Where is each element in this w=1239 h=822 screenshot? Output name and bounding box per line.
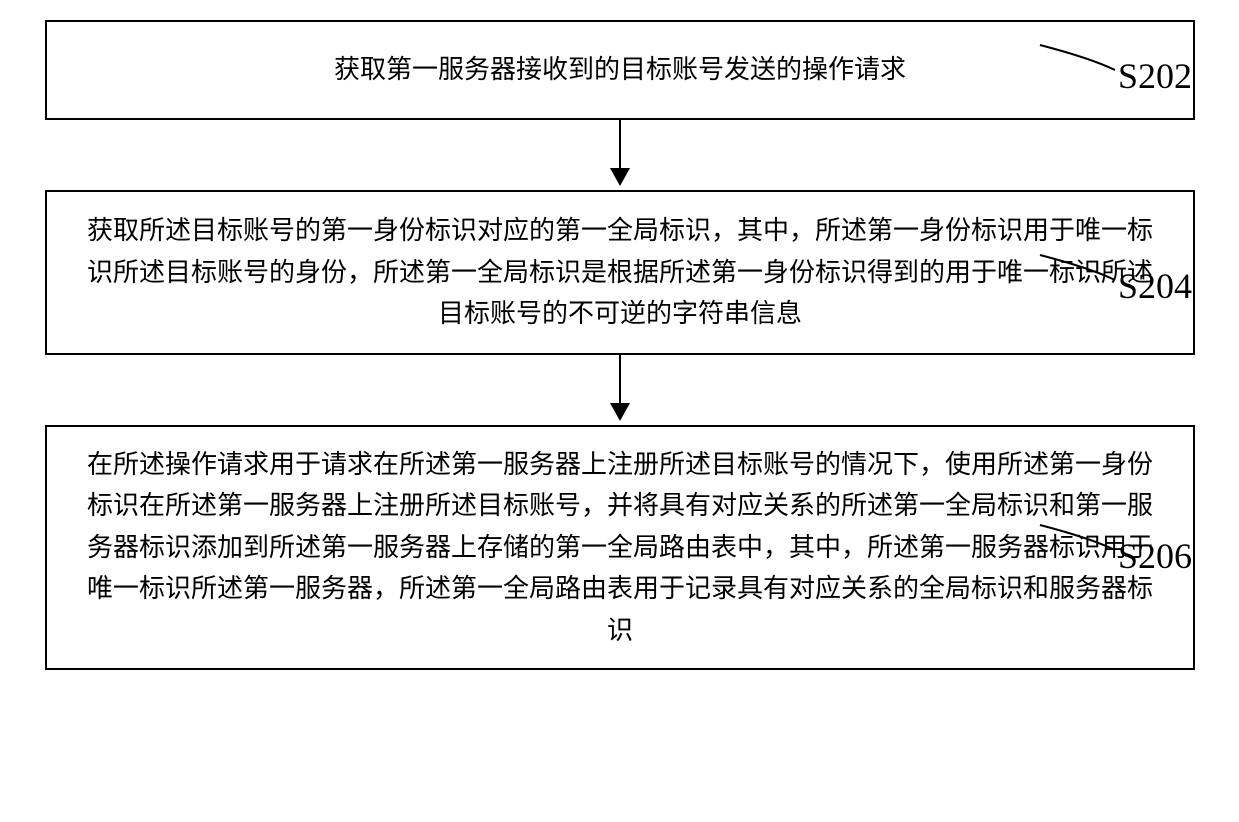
step-3-text: 在所述操作请求用于请求在所述第一服务器上注册所述目标账号的情况下，使用所述第一身… — [75, 444, 1165, 652]
step-label-3: S206 — [1118, 535, 1192, 577]
step-label-1: S202 — [1118, 55, 1192, 97]
arrow-1 — [45, 120, 1195, 190]
arrow-line — [619, 120, 621, 170]
arrow-head — [610, 403, 630, 421]
flowchart-step-2: 获取所述目标账号的第一身份标识对应的第一全局标识，其中，所述第一身份标识用于唯一… — [45, 190, 1195, 355]
arrow-head — [610, 168, 630, 186]
arrow-2 — [45, 355, 1195, 425]
flowchart-container: 获取第一服务器接收到的目标账号发送的操作请求 获取所述目标账号的第一身份标识对应… — [45, 20, 1195, 670]
step-2-text: 获取所述目标账号的第一身份标识对应的第一全局标识，其中，所述第一身份标识用于唯一… — [75, 210, 1165, 335]
arrow-line — [619, 355, 621, 405]
step-1-text: 获取第一服务器接收到的目标账号发送的操作请求 — [334, 49, 906, 91]
flowchart-step-1: 获取第一服务器接收到的目标账号发送的操作请求 — [45, 20, 1195, 120]
flowchart-step-3: 在所述操作请求用于请求在所述第一服务器上注册所述目标账号的情况下，使用所述第一身… — [45, 425, 1195, 670]
step-label-2: S204 — [1118, 265, 1192, 307]
